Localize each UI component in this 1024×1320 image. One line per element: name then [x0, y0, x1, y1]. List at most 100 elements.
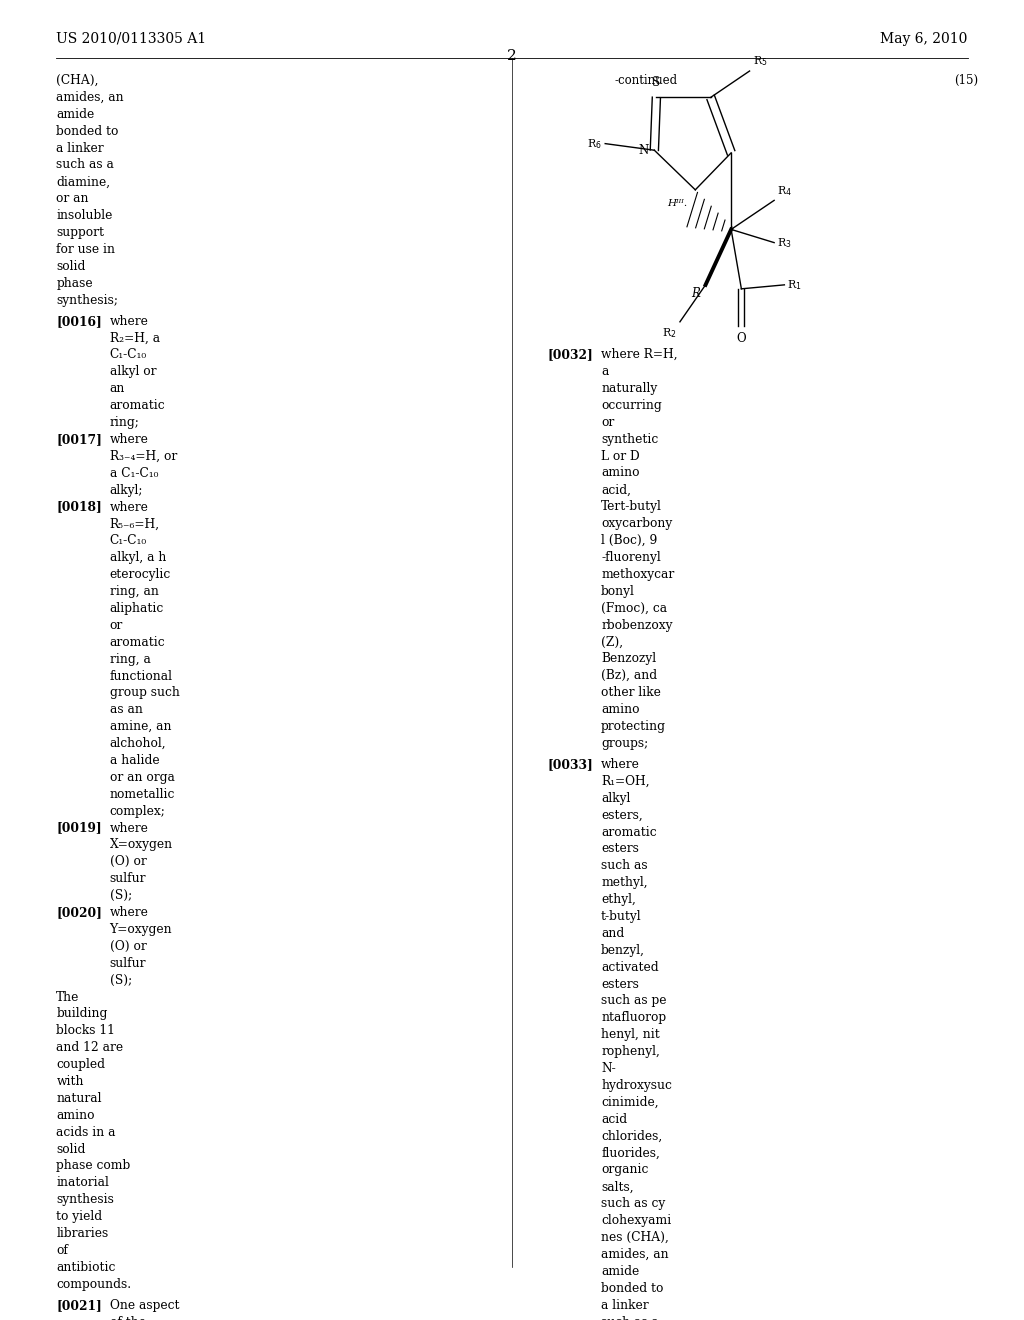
Text: henyl, nit: henyl, nit [601, 1028, 659, 1041]
Text: eterocylic: eterocylic [110, 568, 171, 581]
Text: C₁-C₁₀: C₁-C₁₀ [110, 348, 146, 362]
Text: acid,: acid, [601, 483, 631, 496]
Text: amide: amide [601, 1265, 639, 1278]
Text: activated: activated [601, 961, 658, 974]
Text: US 2010/0113305 A1: US 2010/0113305 A1 [56, 32, 207, 46]
Text: occurring: occurring [601, 399, 662, 412]
Text: antibiotic: antibiotic [56, 1261, 116, 1274]
Text: where: where [110, 314, 148, 327]
Text: coupled: coupled [56, 1059, 105, 1071]
Text: [0019]: [0019] [56, 821, 102, 834]
Text: [0020]: [0020] [56, 906, 102, 919]
Text: (S);: (S); [110, 974, 132, 986]
Text: amine, an: amine, an [110, 721, 171, 733]
Text: complex;: complex; [110, 805, 166, 817]
Text: R: R [691, 288, 700, 301]
Text: X=oxygen: X=oxygen [110, 838, 173, 851]
Text: amino: amino [601, 704, 640, 715]
Text: methyl,: methyl, [601, 876, 648, 890]
Text: to yield: to yield [56, 1210, 102, 1224]
Text: R$_1$: R$_1$ [787, 279, 802, 292]
Text: a linker: a linker [56, 141, 104, 154]
Text: synthesis;: synthesis; [56, 293, 119, 306]
Text: ring;: ring; [110, 416, 139, 429]
Text: or: or [110, 619, 123, 632]
Text: support: support [56, 226, 104, 239]
Text: [0017]: [0017] [56, 433, 102, 446]
Text: acid: acid [601, 1113, 628, 1126]
Text: protecting: protecting [601, 719, 666, 733]
Text: alchohol,: alchohol, [110, 737, 166, 750]
Text: (15): (15) [953, 74, 978, 87]
Text: ring, a: ring, a [110, 652, 151, 665]
Text: bonyl: bonyl [601, 585, 635, 598]
Text: L or D: L or D [601, 450, 640, 462]
Text: building: building [56, 1007, 108, 1020]
Text: and 12 are: and 12 are [56, 1041, 124, 1055]
Text: for use in: for use in [56, 243, 116, 256]
Text: O: O [736, 333, 746, 346]
Text: (CHA),: (CHA), [56, 74, 99, 87]
Text: hydroxysuc: hydroxysuc [601, 1078, 672, 1092]
Text: solid: solid [56, 260, 86, 273]
Text: such as: such as [601, 859, 648, 873]
Text: fluorides,: fluorides, [601, 1147, 659, 1159]
Text: ntafluorop: ntafluorop [601, 1011, 667, 1024]
Text: such as a: such as a [601, 1316, 659, 1320]
Text: chlorides,: chlorides, [601, 1130, 663, 1143]
Text: [0016]: [0016] [56, 314, 102, 327]
Text: a: a [601, 366, 608, 378]
Text: The: The [56, 990, 80, 1003]
Text: amino: amino [56, 1109, 95, 1122]
Text: esters,: esters, [601, 809, 643, 821]
Text: S: S [652, 77, 660, 90]
Text: groups;: groups; [601, 737, 648, 750]
Text: a halide: a halide [110, 754, 159, 767]
Text: (Fmoc), ca: (Fmoc), ca [601, 602, 668, 615]
Text: a C₁-C₁₀: a C₁-C₁₀ [110, 467, 158, 479]
Text: N-: N- [601, 1063, 615, 1074]
Text: synthetic: synthetic [601, 433, 658, 446]
Text: Hᴵᴵᴵ.: Hᴵᴵᴵ. [667, 199, 687, 209]
Text: Tert-butyl: Tert-butyl [601, 500, 662, 513]
Text: (Bz), and: (Bz), and [601, 669, 657, 682]
Text: such as a: such as a [56, 158, 115, 172]
Text: solid: solid [56, 1143, 86, 1155]
Text: naturally: naturally [601, 381, 657, 395]
Text: rophenyl,: rophenyl, [601, 1045, 659, 1059]
Text: esters: esters [601, 842, 639, 855]
Text: rbobenzoxy: rbobenzoxy [601, 619, 673, 631]
Text: R₂=H, a: R₂=H, a [110, 331, 160, 345]
Text: other like: other like [601, 686, 660, 700]
Text: aromatic: aromatic [110, 636, 165, 648]
Text: where R=H,: where R=H, [601, 348, 678, 362]
Text: cinimide,: cinimide, [601, 1096, 658, 1109]
Text: aliphatic: aliphatic [110, 602, 164, 615]
Text: such as cy: such as cy [601, 1197, 666, 1210]
Text: C₁-C₁₀: C₁-C₁₀ [110, 535, 146, 548]
Text: where: where [110, 821, 148, 834]
Text: l (Boc), 9: l (Boc), 9 [601, 535, 657, 546]
Text: compounds.: compounds. [56, 1278, 131, 1291]
Text: (O) or: (O) or [110, 855, 146, 869]
Text: ethyl,: ethyl, [601, 894, 636, 906]
Text: diamine,: diamine, [56, 176, 111, 189]
Text: Benzozyl: Benzozyl [601, 652, 656, 665]
Text: Y=oxygen: Y=oxygen [110, 923, 172, 936]
Text: and: and [601, 927, 625, 940]
Text: bonded to: bonded to [56, 124, 119, 137]
Text: group such: group such [110, 686, 179, 700]
Text: [0032]: [0032] [548, 348, 594, 362]
Text: organic: organic [601, 1163, 648, 1176]
Text: insoluble: insoluble [56, 209, 113, 222]
Text: ring, an: ring, an [110, 585, 159, 598]
Text: R₅₋₆=H,: R₅₋₆=H, [110, 517, 160, 531]
Text: salts,: salts, [601, 1180, 634, 1193]
Text: where: where [601, 758, 640, 771]
Text: inatorial: inatorial [56, 1176, 110, 1189]
Text: sulfur: sulfur [110, 873, 146, 886]
Text: amide: amide [56, 108, 94, 120]
Text: as an: as an [110, 704, 142, 717]
Text: such as pe: such as pe [601, 994, 667, 1007]
Text: (Z),: (Z), [601, 635, 624, 648]
